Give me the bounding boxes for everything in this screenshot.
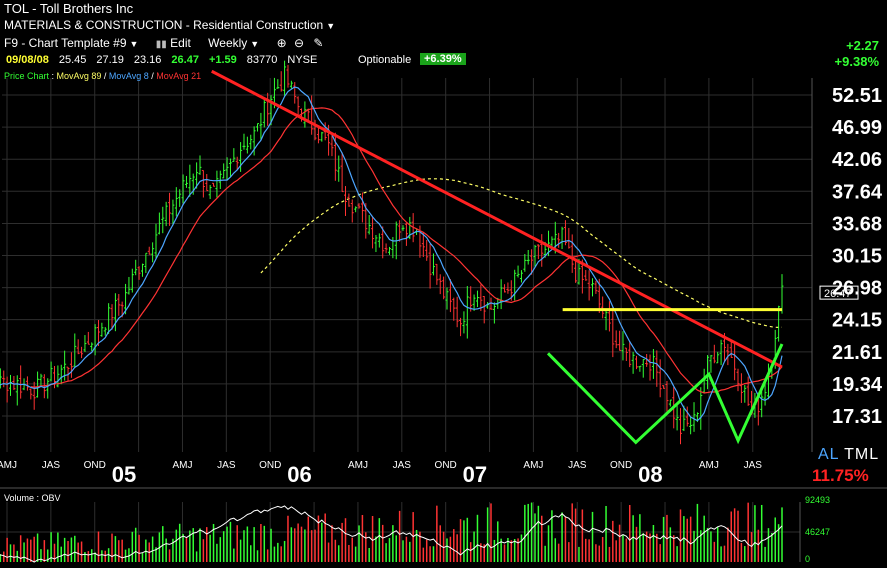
time-tick-label: JAS xyxy=(744,460,763,471)
time-tick-label: AMJ xyxy=(348,460,368,471)
optionable-label: Optionable xyxy=(358,54,412,66)
ma21-path xyxy=(30,107,783,394)
draw-tool-button[interactable]: ✎ xyxy=(313,36,323,50)
symbol-title: TOL - Toll Brothers Inc xyxy=(4,1,133,16)
obv-line xyxy=(0,505,783,563)
legend-price: Price Chart xyxy=(4,71,50,81)
chevron-down-icon: ▼ xyxy=(129,39,139,49)
al-label: AL xyxy=(818,446,839,463)
year-label: 08 xyxy=(638,462,662,487)
volume-axis: 92493 46247 0 xyxy=(805,495,830,564)
price-tick-label: 26.98 xyxy=(832,278,882,300)
zoom-in-button[interactable]: ⊕ xyxy=(277,36,287,50)
period-dropdown[interactable]: Weekly ▼ xyxy=(208,36,259,50)
volume-tick-label: 46247 xyxy=(805,527,830,537)
chevron-down-icon: ▼ xyxy=(326,21,336,31)
year-label: 07 xyxy=(463,462,487,487)
time-tick-label: OND xyxy=(435,460,457,471)
chart-toolbar: F9 - Chart Template #9 ▼ ▮▮ Edit Weekly ▼ … xyxy=(4,36,337,50)
ma21-line xyxy=(30,107,783,394)
pen-icon: ✎ xyxy=(313,36,324,50)
quote-low: 23.16 xyxy=(133,54,162,66)
quote-volume: 83770 xyxy=(246,54,278,66)
time-tick-label: JAS xyxy=(217,460,236,471)
volume-legend: Volume : OBV xyxy=(4,493,61,503)
ma89-line xyxy=(260,178,783,329)
tml-label: TML xyxy=(844,446,880,463)
al-tml-label: AL TML xyxy=(818,446,879,464)
time-tick-label: AMJ xyxy=(699,460,719,471)
quote-change: +1.59 xyxy=(208,54,237,66)
chevron-down-icon: ▼ xyxy=(250,39,260,49)
year-label: 06 xyxy=(287,462,311,487)
quote-high: 27.19 xyxy=(96,54,124,66)
price-tick-label: 30.15 xyxy=(832,245,882,267)
price-tick-label: 42.06 xyxy=(832,149,882,171)
price-tick-label: 17.31 xyxy=(832,406,882,428)
time-tick-label: JAS xyxy=(568,460,587,471)
price-axis: 52.51 46.99 42.06 37.64 33.68 30.15 26.98 24.15… xyxy=(832,85,883,428)
time-tick-label: OND xyxy=(610,460,632,471)
change-pct: +9.38% xyxy=(834,54,879,69)
volume-tick-label: 92493 xyxy=(805,495,830,505)
time-tick-label: AMJ xyxy=(172,460,192,471)
pct-change-badge: +6.39% xyxy=(420,53,466,65)
legend-ma8: MovAvg 8 xyxy=(108,71,149,81)
quote-close: 26.47 xyxy=(171,54,199,66)
price-tick-label: 52.51 xyxy=(832,85,882,107)
price-tick-label: 33.68 xyxy=(832,213,882,235)
edit-button[interactable]: ▮▮ Edit xyxy=(156,36,191,50)
time-tick-label: OND xyxy=(84,460,106,471)
time-tick-label: AMJ xyxy=(523,460,543,471)
legend-ma21: MovAvg 21 xyxy=(156,71,202,81)
chart-annotations: 26.47 xyxy=(211,69,859,445)
symbol-title-text: TOL - Toll Brothers Inc xyxy=(4,1,134,16)
edit-label: Edit xyxy=(170,36,191,50)
price-tick-label: 37.64 xyxy=(832,181,883,203)
w-pattern-line xyxy=(546,343,784,445)
last-price-label: 26.47 xyxy=(824,288,852,300)
quote-open: 25.45 xyxy=(58,54,87,66)
volume-bars xyxy=(0,502,783,562)
bar-chart-icon: ▮▮ xyxy=(155,39,167,50)
quote-line: 09/08/08 25.45 27.19 23.16 26.47 +1.59 83770 NY… xyxy=(6,54,327,66)
period-label: Weekly xyxy=(208,36,248,50)
template-dropdown[interactable]: F9 - Chart Template #9 ▼ xyxy=(4,36,138,50)
sector-label: MATERIALS & CONSTRUCTION - Residential C… xyxy=(4,18,324,32)
price-tick-label: 46.99 xyxy=(832,117,882,139)
chart-legend: Price Chart : MovAvg 89 / MovAvg 8 / Mov… xyxy=(4,71,202,81)
sector-selector[interactable]: MATERIALS & CONSTRUCTION - Residential C… xyxy=(4,18,335,32)
volume-tick-label: 0 xyxy=(805,554,810,564)
time-tick-label: JAS xyxy=(393,460,412,471)
price-candles xyxy=(0,60,784,445)
zoom-in-icon: ⊕ xyxy=(276,36,287,50)
ma89-path xyxy=(260,178,783,329)
time-tick-label: JAS xyxy=(42,460,61,471)
price-tick-label: 19.34 xyxy=(832,374,883,396)
template-label: F9 - Chart Template #9 xyxy=(4,36,127,50)
last-price-box xyxy=(819,285,859,300)
quote-date: 09/08/08 xyxy=(6,54,49,66)
quote-exchange: NYSE xyxy=(287,54,318,66)
downtrend-line xyxy=(211,69,783,369)
legend-ma89: MovAvg 89 xyxy=(56,71,102,81)
obv-path xyxy=(0,505,783,563)
ma8-path xyxy=(0,86,783,422)
year-label: 05 xyxy=(112,462,136,487)
zoom-out-button[interactable]: ⊖ xyxy=(294,36,304,50)
time-tick-label: AMJ xyxy=(0,460,17,471)
price-tick-label: 24.15 xyxy=(832,310,882,332)
ma8-line xyxy=(0,86,783,422)
change-abs: +2.27 xyxy=(846,38,879,53)
time-tick-label: OND xyxy=(259,460,281,471)
zoom-out-icon: ⊖ xyxy=(293,36,305,50)
al-tml-pct: 11.75% xyxy=(812,466,869,485)
price-tick-label: 21.61 xyxy=(832,342,882,364)
time-axis: AMJ JAS OND AMJ JAS OND AMJ JAS OND AMJ JAS OND AMJ J… xyxy=(0,460,762,487)
